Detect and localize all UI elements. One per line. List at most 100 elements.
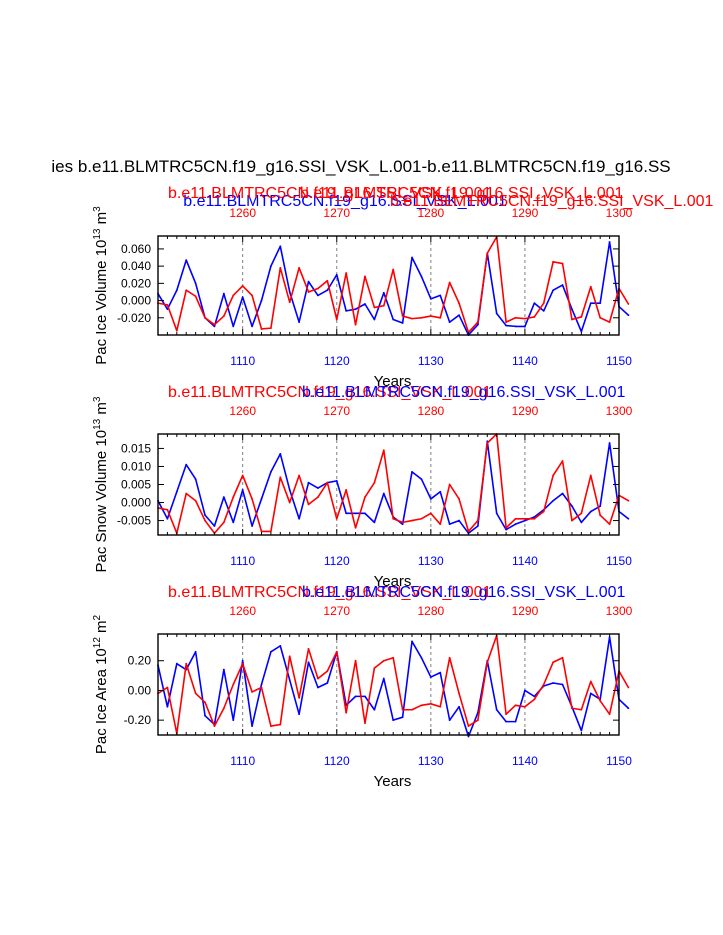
x-top-tick-label: 1300 <box>606 604 633 618</box>
data-point-blue <box>524 689 526 692</box>
data-point-blue <box>166 308 169 311</box>
data-point-blue <box>552 682 555 684</box>
data-point-red <box>411 708 413 711</box>
data-point-red <box>552 661 555 664</box>
data-point-red <box>476 719 479 722</box>
top-header-blue: b.e11.BLMTRC5CN.f19_g16.SSI_VSK_L.001 <box>183 193 507 210</box>
data-point-red <box>608 713 611 716</box>
data-point-blue <box>401 716 404 719</box>
data-point-blue <box>420 275 423 278</box>
data-point-blue <box>364 303 366 305</box>
data-point-blue <box>241 659 244 662</box>
data-point-red <box>373 306 376 309</box>
data-point-red <box>420 704 423 707</box>
data-point-blue <box>345 309 348 312</box>
data-point-red <box>505 713 508 716</box>
data-point-red <box>364 496 366 499</box>
data-point-red <box>542 510 545 513</box>
data-point-blue <box>627 707 630 710</box>
y-axis-label-unit-exponent: 2 <box>92 614 103 620</box>
data-point-red <box>505 321 508 323</box>
x-top-tick-label: 1260 <box>229 206 256 220</box>
data-point-red <box>326 670 329 673</box>
data-point-blue <box>448 321 451 323</box>
data-point-red <box>448 281 451 284</box>
data-point-blue <box>420 478 423 480</box>
data-point-red <box>533 698 536 701</box>
data-point-blue <box>514 720 517 723</box>
data-point-blue <box>260 299 263 302</box>
data-point-blue <box>185 463 188 466</box>
data-point-blue <box>411 640 413 643</box>
data-point-red <box>599 514 602 517</box>
data-point-red <box>307 647 310 650</box>
data-point-blue <box>222 292 225 295</box>
x-top-tick-label: 1270 <box>323 404 350 418</box>
data-point-blue <box>627 314 630 317</box>
data-point-red <box>288 301 291 304</box>
data-point-blue <box>166 705 169 708</box>
x-top-tick-label: 1300 <box>606 404 633 418</box>
data-point-blue <box>392 719 395 722</box>
x-top-tick-label: 1280 <box>417 404 444 418</box>
data-point-red <box>279 723 282 726</box>
data-point-red <box>222 315 225 317</box>
x-top-tick-label: 1290 <box>512 604 539 618</box>
data-point-blue <box>345 512 348 515</box>
data-point-red <box>524 517 526 520</box>
data-point-blue <box>401 322 404 324</box>
data-point-red <box>222 521 225 524</box>
data-point-blue <box>260 498 263 500</box>
panel-1: 1110 1120 1130 1140 1150 1260 1270 1280 1290 1300… <box>92 206 633 390</box>
data-point-red <box>213 323 216 326</box>
data-point-blue <box>288 679 291 681</box>
data-point-red <box>561 656 564 659</box>
data-point-blue <box>505 720 508 723</box>
data-point-blue <box>317 487 319 490</box>
y-tick-label: -0.005 <box>117 514 151 528</box>
y-axis-label: Pac Snow Volume 1013 m3 <box>92 396 110 572</box>
data-point-red <box>354 323 357 326</box>
data-point-blue <box>307 280 310 283</box>
y-axis-label-unit-exponent: 3 <box>92 396 103 402</box>
x-top-tick-label: 1260 <box>229 404 256 418</box>
data-point-blue <box>175 289 178 292</box>
data-point-blue <box>589 692 592 695</box>
data-point-red <box>627 499 630 502</box>
data-point-blue <box>599 505 602 508</box>
data-point-blue <box>373 708 376 711</box>
x-tick-label: 1110 <box>230 754 255 768</box>
data-point-red <box>251 691 253 693</box>
data-point-blue <box>411 470 413 473</box>
data-point-red <box>326 279 329 282</box>
data-point-blue <box>561 284 564 286</box>
data-point-blue <box>429 676 432 678</box>
data-point-red <box>260 530 263 533</box>
data-point-blue <box>175 662 178 665</box>
x-tick-label: 1110 <box>230 554 255 568</box>
data-point-red <box>401 521 404 524</box>
data-point-blue <box>542 309 545 312</box>
data-point-red <box>486 252 489 255</box>
y-axis-label-exponent: 13 <box>92 418 103 430</box>
x-axis-label: Years <box>374 573 412 590</box>
data-point-blue <box>495 512 498 515</box>
data-point-red <box>524 317 526 320</box>
y-axis-label: Pac Ice Volume 1013 m3 <box>92 206 110 365</box>
data-point-blue <box>307 481 310 484</box>
data-point-blue <box>439 671 442 674</box>
data-point-red <box>185 662 188 665</box>
data-point-blue <box>533 516 536 518</box>
x-tick-label: 1150 <box>606 754 632 768</box>
data-point-red <box>269 530 272 533</box>
data-point-red <box>364 722 366 725</box>
x-top-tick-label: 1280 <box>417 206 444 220</box>
data-point-red <box>476 519 479 522</box>
data-point-blue <box>335 479 338 482</box>
y-axis-label-text: Pac Ice Volume 10 <box>93 240 110 365</box>
data-point-red <box>476 321 479 323</box>
data-point-blue <box>571 505 573 508</box>
data-point-red <box>288 655 291 658</box>
data-point-red <box>589 680 592 683</box>
x-tick-label: 1150 <box>606 554 632 568</box>
